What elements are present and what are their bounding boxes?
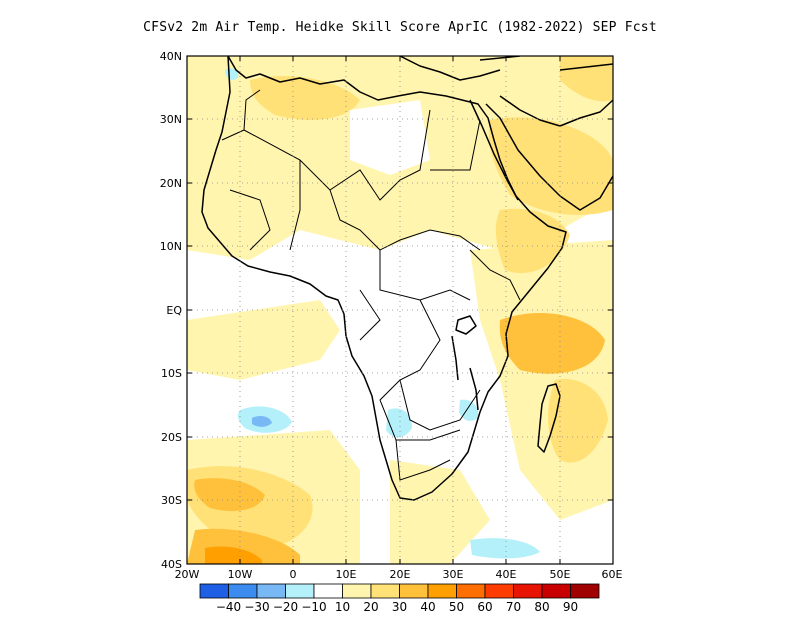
colorbar-swatch: [427, 583, 457, 599]
lat-tick-label: 30S: [161, 494, 182, 507]
lat-tick-label: 40N: [160, 50, 182, 63]
lon-tick-label: 60E: [602, 568, 623, 581]
lon-tick-label: 0: [290, 568, 297, 581]
lake-malawi: [469, 367, 479, 411]
colorbar-swatch: [570, 583, 600, 599]
lake-victoria: [455, 315, 477, 335]
skill-area-sahara-patch: [250, 76, 360, 120]
colorbar-swatch: [399, 583, 429, 599]
colorbar-label: −20: [273, 600, 298, 614]
colorbar-swatch: [541, 583, 571, 599]
border-line: [329, 189, 481, 251]
skill-area-south-africa: [390, 460, 490, 564]
border-line: [469, 249, 521, 301]
colorbar-swatch: [199, 583, 229, 599]
madagascar-coastline: [537, 383, 561, 453]
border-line: [395, 439, 451, 481]
colorbar-swatch: [456, 583, 486, 599]
lon-tick-label: 40E: [496, 568, 517, 581]
colorbar-label: 10: [335, 600, 350, 614]
skill-area-blue-south: [470, 538, 540, 559]
border-line: [229, 189, 271, 251]
skill-field: [187, 56, 613, 564]
colorbar-label: 70: [506, 600, 521, 614]
colorbar-label: 30: [392, 600, 407, 614]
skill-area-sw-atlantic-core: [194, 478, 265, 512]
colorbar-swatch: [484, 583, 514, 599]
colorbar-label: −10: [301, 600, 326, 614]
skill-area-ne-corner: [560, 56, 613, 102]
colorbar-label: 60: [477, 600, 492, 614]
skill-area-madagascar: [548, 379, 608, 463]
colorbar-swatch: [370, 583, 400, 599]
lat-tick-label: EQ: [166, 304, 182, 317]
lon-tick-label: 20W: [175, 568, 200, 581]
skill-area-blue-core: [252, 415, 272, 427]
lon-tick-label: 10E: [336, 568, 357, 581]
skill-area-indian-ocean: [499, 312, 605, 374]
colorbar-swatch: [342, 583, 372, 599]
lon-tick-label: 20E: [390, 568, 411, 581]
colorbar-label: 50: [449, 600, 464, 614]
colorbar-label: −30: [244, 600, 269, 614]
colorbar-label: 40: [420, 600, 435, 614]
colorbar-label: −40: [216, 600, 241, 614]
colorbar-swatch: [313, 583, 343, 599]
lat-tick-label: 10N: [160, 240, 182, 253]
lat-tick-label: 20S: [161, 431, 182, 444]
colorbar-label: 20: [363, 600, 378, 614]
border-line: [399, 299, 481, 431]
skill-area-gulf-guinea: [187, 300, 340, 380]
skill-area-white-sahara: [350, 100, 430, 175]
lat-tick-label: 40S: [161, 558, 182, 571]
lon-tick-label: 30E: [443, 568, 464, 581]
lat-tick-label: 30N: [160, 113, 182, 126]
colorbar-swatch: [285, 583, 315, 599]
lat-tick-label: 20N: [160, 177, 182, 190]
skill-area-blue-moz: [459, 399, 479, 421]
border-line: [243, 109, 431, 201]
colorbar-label: 80: [534, 600, 549, 614]
skill-area-south-max-core: [205, 546, 262, 564]
longitude-labels: 20W 10W 0 10E 20E 30E 40E 50E 60E: [175, 568, 623, 581]
colorbar-swatch: [228, 583, 258, 599]
latitude-labels: 40N 30N 20N 10N EQ 10S 20S 30S 40S: [160, 50, 183, 571]
mediterranean-coast: [399, 56, 501, 81]
border-line: [430, 119, 481, 171]
tick-marks: [187, 55, 613, 565]
colorbar-swatch: [513, 583, 543, 599]
border-line: [359, 289, 381, 341]
lat-tick-label: 10S: [161, 367, 182, 380]
skill-area-horn: [495, 208, 570, 274]
red-sea: [469, 99, 519, 201]
lon-tick-label: 50E: [550, 568, 571, 581]
colorbar: −40 −30 −20 −10 10 20 30 40 50 60 70 80 90: [199, 583, 600, 614]
skill-area-arabia: [488, 117, 613, 215]
colorbar-swatch: [256, 583, 286, 599]
map-title: CFSv2 2m Air Temp. Heidke Skill Score Ap…: [143, 20, 657, 35]
colorbar-label: 90: [563, 600, 578, 614]
border-line: [221, 89, 261, 141]
lon-tick-label: 10W: [228, 568, 253, 581]
graticule: [187, 56, 613, 564]
